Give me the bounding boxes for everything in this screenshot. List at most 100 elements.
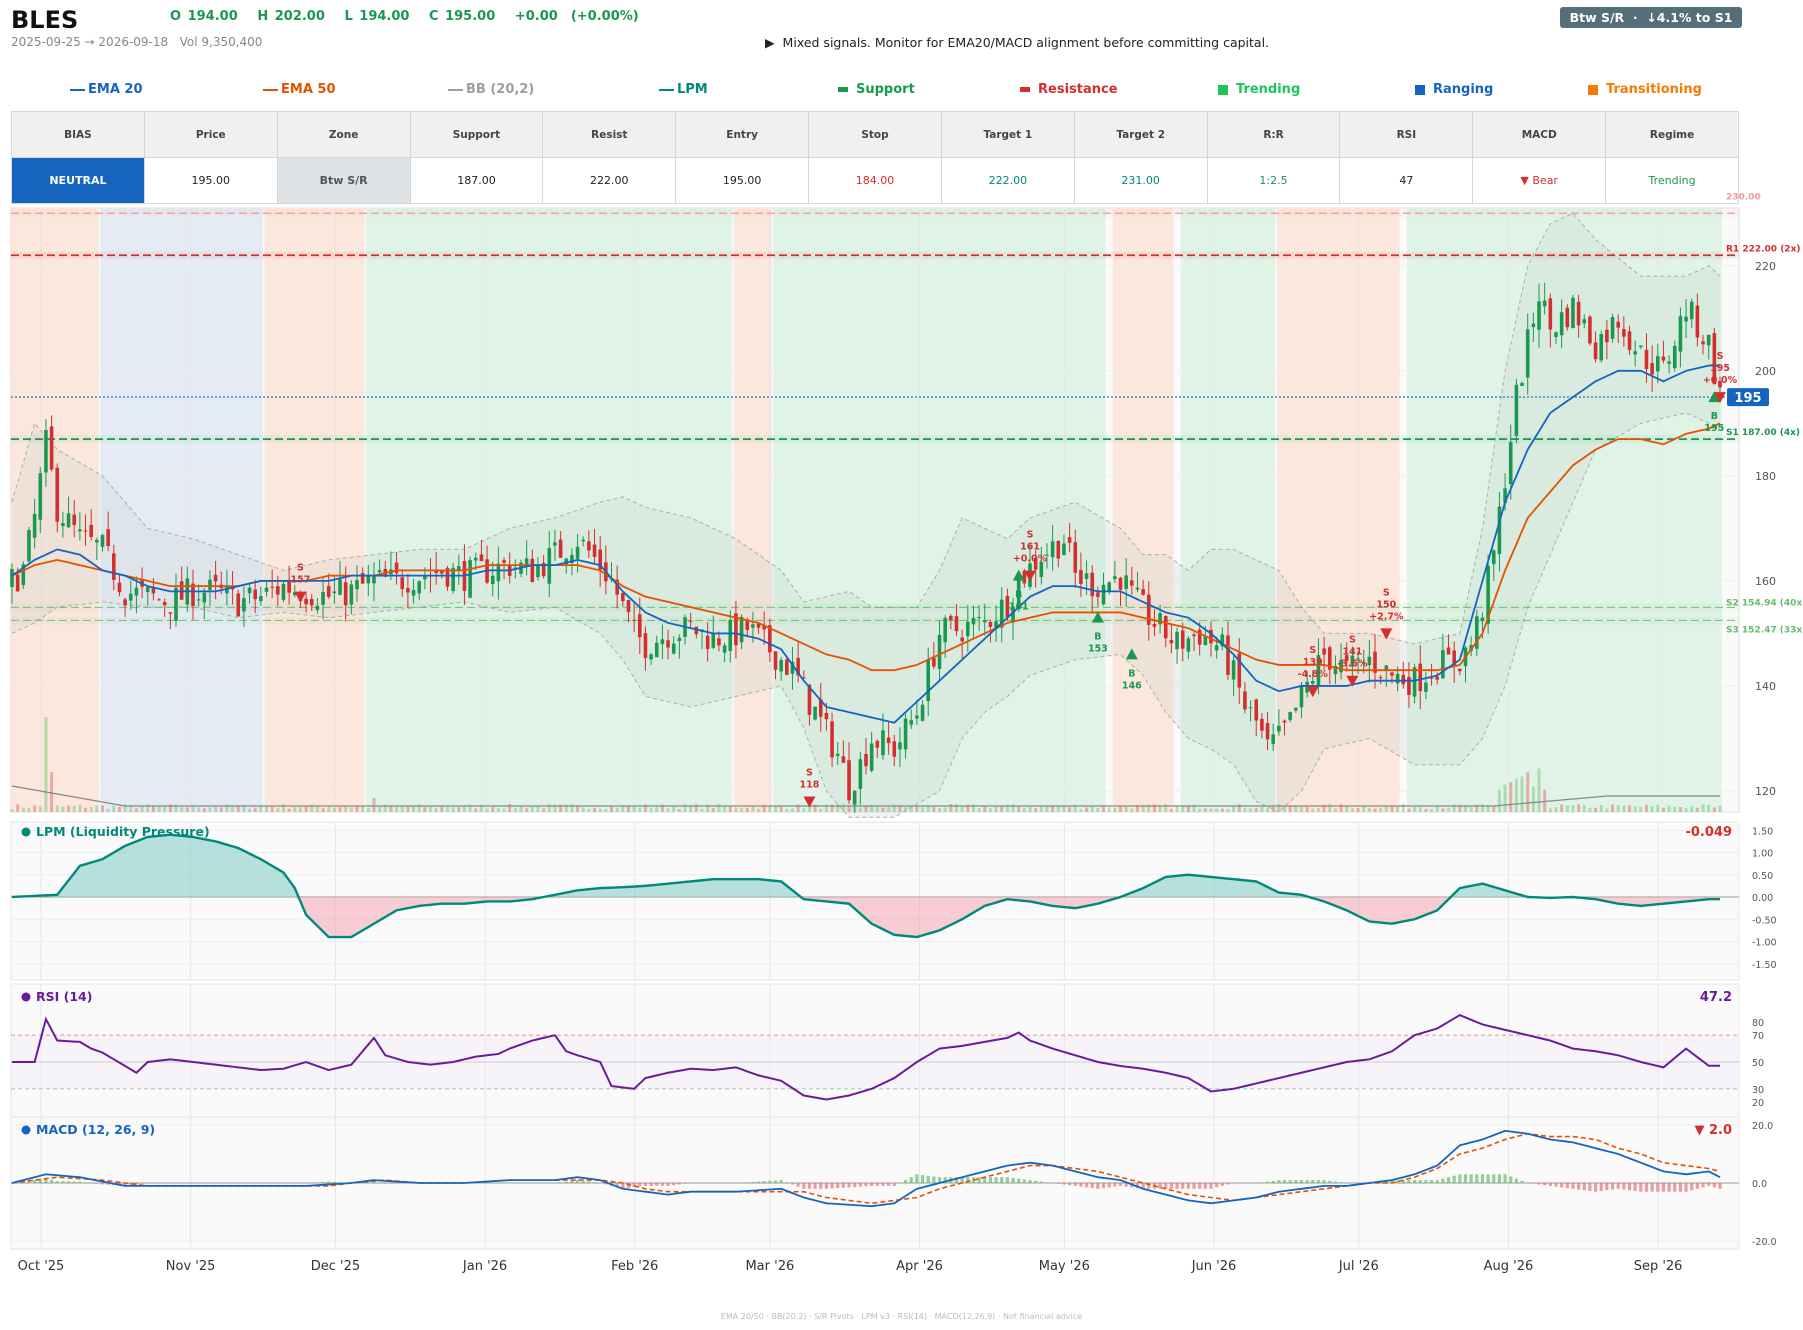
summary-header-row: BIAS Price Zone Support Resist Entry Sto… bbox=[11, 111, 1739, 158]
volume-bar bbox=[315, 806, 319, 812]
candle-body bbox=[1622, 329, 1626, 337]
macd-histogram-bar bbox=[615, 1183, 619, 1188]
volume-bar bbox=[310, 804, 314, 812]
candle-body bbox=[558, 539, 563, 558]
macd-histogram-bar bbox=[1673, 1183, 1677, 1192]
regime-band-trending bbox=[1180, 208, 1276, 812]
macd-histogram-bar bbox=[587, 1181, 591, 1183]
volume-bar bbox=[513, 807, 517, 812]
volume-bar bbox=[1554, 807, 1558, 812]
volume-bar bbox=[802, 808, 806, 812]
candle-body bbox=[1056, 540, 1061, 559]
candle-body bbox=[728, 619, 733, 651]
sell-signal-label: S bbox=[297, 563, 304, 574]
candle-body bbox=[705, 635, 710, 650]
value-regime: Trending bbox=[1605, 157, 1739, 204]
volume-bar bbox=[95, 805, 99, 812]
candle-body bbox=[864, 753, 868, 767]
x-tick-label: Dec '25 bbox=[311, 1259, 360, 1274]
macd-histogram-bar bbox=[711, 1183, 715, 1184]
volume-bar bbox=[1367, 808, 1371, 812]
volume-bar bbox=[1384, 805, 1388, 812]
volume-bar bbox=[1203, 808, 1207, 812]
volume-bar bbox=[915, 805, 919, 812]
macd-histogram-bar bbox=[1299, 1180, 1304, 1183]
buy-signal-label: B bbox=[1711, 411, 1718, 422]
macd-histogram-bar bbox=[1435, 1180, 1439, 1183]
volume-bar bbox=[84, 807, 88, 812]
candle-body bbox=[824, 712, 829, 720]
regime-band-trending bbox=[773, 208, 1106, 812]
macd-histogram-bar bbox=[570, 1180, 574, 1183]
header-price: Price bbox=[143, 111, 278, 158]
x-tick-label: Feb '26 bbox=[611, 1259, 658, 1274]
level-label: R1 222.00 (2x) bbox=[1726, 244, 1800, 254]
value-target1: 222.00 bbox=[940, 157, 1075, 204]
legend-trending: Trending bbox=[1218, 82, 1300, 97]
macd-histogram-bar bbox=[485, 1183, 489, 1184]
macd-histogram-bar bbox=[519, 1183, 523, 1184]
volume-bar bbox=[875, 807, 879, 812]
macd-histogram-bar bbox=[1463, 1174, 1468, 1183]
macd-histogram-bar bbox=[960, 1177, 964, 1183]
macd-histogram-bar bbox=[943, 1177, 947, 1183]
lpm-title-dot bbox=[21, 827, 31, 837]
macd-histogram-bar bbox=[575, 1180, 580, 1183]
macd-histogram-bar bbox=[1164, 1183, 1168, 1189]
macd-histogram-bar bbox=[723, 1183, 727, 1184]
candle-body bbox=[343, 582, 348, 606]
candle-body bbox=[1350, 655, 1355, 667]
candle-body bbox=[1084, 573, 1089, 579]
macd-histogram-bar bbox=[706, 1183, 710, 1184]
volume-bar bbox=[1339, 804, 1343, 812]
candle-body bbox=[1531, 323, 1536, 328]
macd-histogram-bar bbox=[1497, 1174, 1502, 1183]
macd-histogram-bar bbox=[768, 1180, 772, 1183]
sell-signal-marker bbox=[1306, 686, 1319, 698]
macd-histogram-bar bbox=[700, 1183, 704, 1184]
macd-histogram-bar bbox=[225, 1183, 229, 1184]
volume-bar bbox=[1249, 808, 1253, 812]
volume-bar bbox=[496, 808, 500, 812]
macd-histogram-bar bbox=[78, 1181, 82, 1183]
macd-histogram-bar bbox=[1011, 1177, 1015, 1183]
volume-bar bbox=[321, 808, 325, 812]
volume-bar bbox=[960, 805, 964, 812]
candle-body bbox=[1616, 321, 1620, 328]
candle-body bbox=[287, 581, 291, 593]
volume-bar bbox=[971, 804, 975, 812]
candle-body bbox=[988, 622, 993, 627]
price-tick-label: 160 bbox=[1755, 575, 1776, 588]
volume-bar bbox=[112, 805, 116, 812]
header-regime: Regime bbox=[1605, 111, 1739, 158]
ohlc-readout: O 194.00 H 202.00 L 194.00 C 195.00 +0.0… bbox=[170, 9, 639, 24]
macd-histogram-bar bbox=[140, 1183, 144, 1184]
level-zone bbox=[11, 616, 1739, 625]
macd-histogram-bar bbox=[332, 1181, 336, 1183]
macd-tick-label: 0.0 bbox=[1752, 1179, 1767, 1190]
regime-band-transitioning bbox=[264, 208, 365, 812]
volume-bar bbox=[904, 807, 908, 812]
volume-bar bbox=[151, 805, 155, 812]
macd-histogram-bar bbox=[1458, 1174, 1462, 1183]
volume-bar bbox=[33, 805, 37, 812]
macd-histogram-bar bbox=[259, 1183, 263, 1184]
rsi-title-dot bbox=[21, 992, 31, 1002]
volume-bar bbox=[168, 804, 172, 812]
volume-bar bbox=[214, 806, 218, 812]
macd-histogram-bar bbox=[1610, 1183, 1615, 1190]
volume-bar bbox=[1000, 806, 1004, 812]
candle-body bbox=[100, 535, 105, 547]
volume-bar bbox=[1577, 804, 1581, 812]
value-entry: 195.00 bbox=[675, 157, 810, 204]
volume-bar bbox=[1486, 804, 1490, 812]
macd-histogram-bar bbox=[1537, 1183, 1541, 1185]
candle-body bbox=[1373, 651, 1377, 673]
candle-body bbox=[242, 598, 246, 612]
candle-body bbox=[637, 614, 642, 638]
volume-bar bbox=[1068, 807, 1072, 812]
candle-body bbox=[926, 659, 931, 702]
macd-histogram-bar bbox=[1582, 1183, 1586, 1191]
regime-band-transitioning bbox=[1112, 208, 1174, 812]
sell-signal-label: S bbox=[1349, 635, 1356, 646]
